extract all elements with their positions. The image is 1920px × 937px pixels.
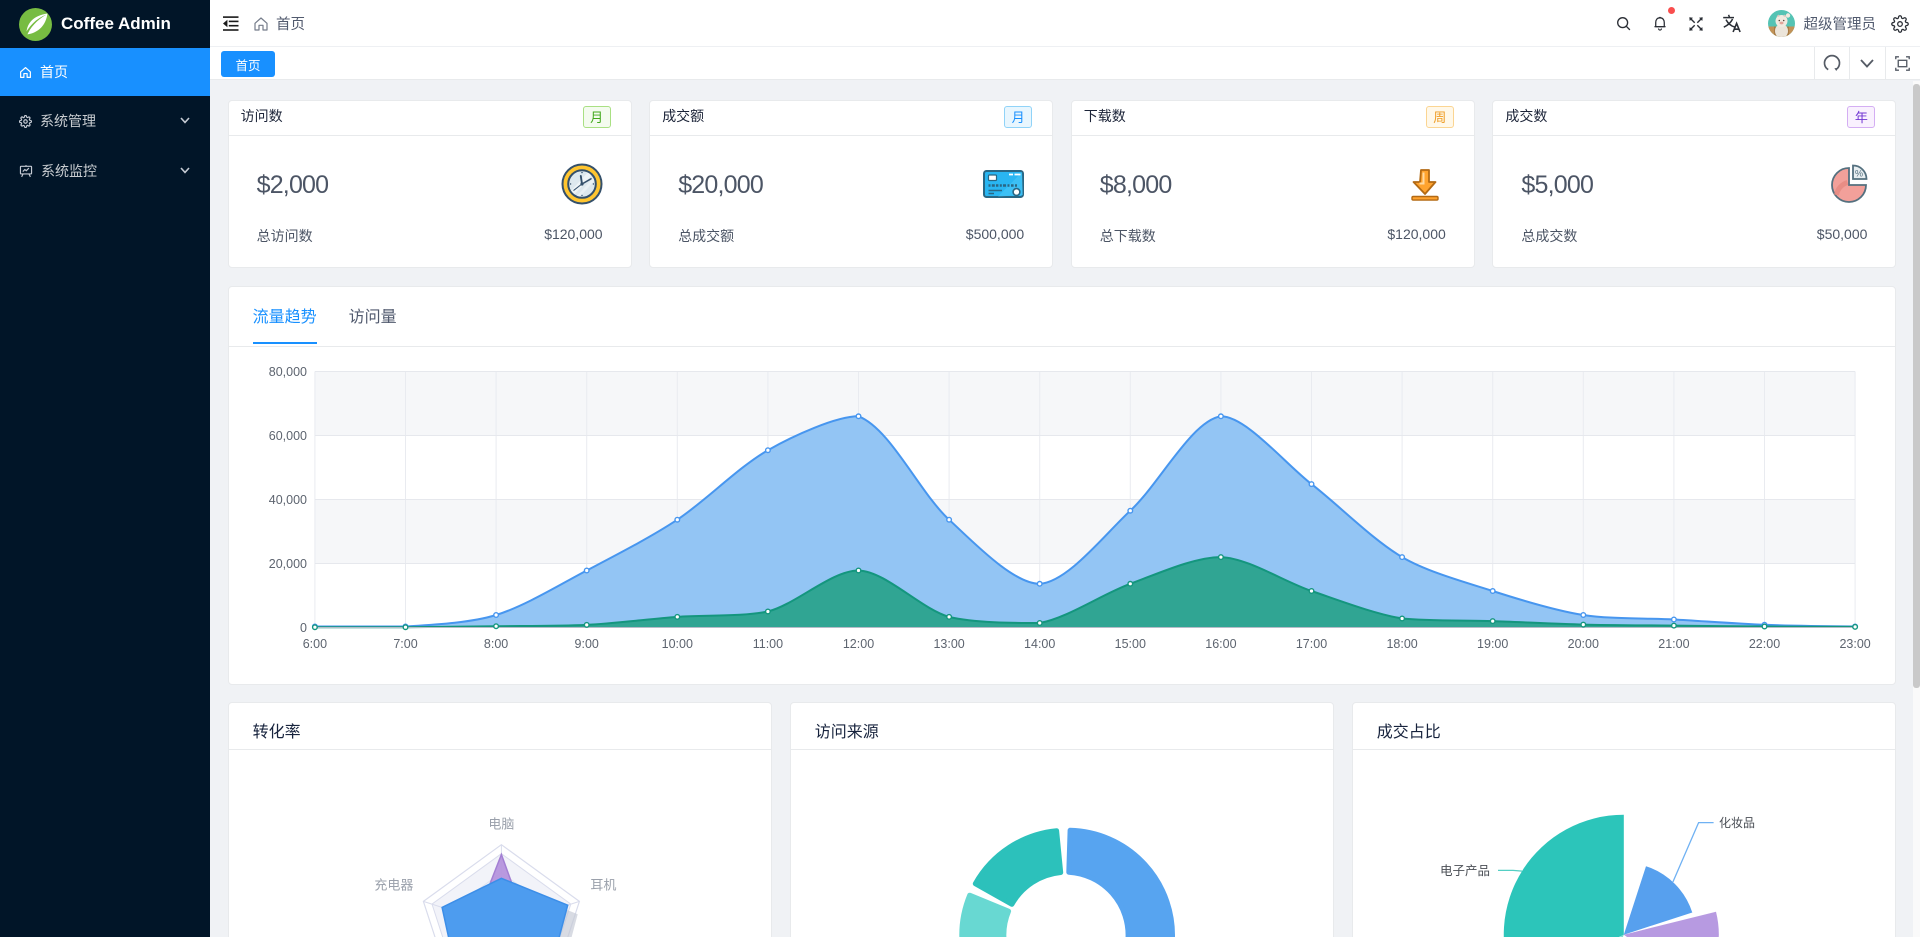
- svg-text:电子产品: 电子产品: [1440, 864, 1490, 878]
- svg-text:12:00: 12:00: [842, 637, 873, 651]
- svg-text:19:00: 19:00: [1477, 637, 1508, 651]
- svg-text:9:00: 9:00: [574, 637, 598, 651]
- svg-text:17:00: 17:00: [1295, 637, 1326, 651]
- svg-text:22:00: 22:00: [1748, 637, 1779, 651]
- svg-text:8:00: 8:00: [484, 637, 508, 651]
- svg-text:6:00: 6:00: [302, 637, 326, 651]
- svg-text:10:00: 10:00: [661, 637, 692, 651]
- svg-text:%: %: [1855, 169, 1863, 179]
- svg-text:20,000: 20,000: [268, 557, 306, 571]
- svg-text:电脑: 电脑: [488, 817, 514, 832]
- svg-text:21:00: 21:00: [1658, 637, 1689, 651]
- svg-text:0: 0: [300, 621, 307, 635]
- svg-text:耳机: 耳机: [590, 878, 616, 893]
- svg-text:18:00: 18:00: [1386, 637, 1417, 651]
- svg-text:15:00: 15:00: [1114, 637, 1145, 651]
- svg-text:充电器: 充电器: [374, 878, 413, 893]
- svg-text:7:00: 7:00: [393, 637, 417, 651]
- svg-text:80,000: 80,000: [268, 365, 306, 379]
- svg-text:13:00: 13:00: [933, 637, 964, 651]
- svg-text:40,000: 40,000: [268, 493, 306, 507]
- svg-text:23:00: 23:00: [1839, 637, 1870, 651]
- svg-text:11:00: 11:00: [752, 637, 782, 651]
- svg-text:化妆品: 化妆品: [1719, 816, 1755, 830]
- svg-text:20:00: 20:00: [1567, 637, 1598, 651]
- svg-text:16:00: 16:00: [1205, 637, 1236, 651]
- svg-text:60,000: 60,000: [268, 429, 306, 443]
- svg-text:14:00: 14:00: [1024, 637, 1055, 651]
